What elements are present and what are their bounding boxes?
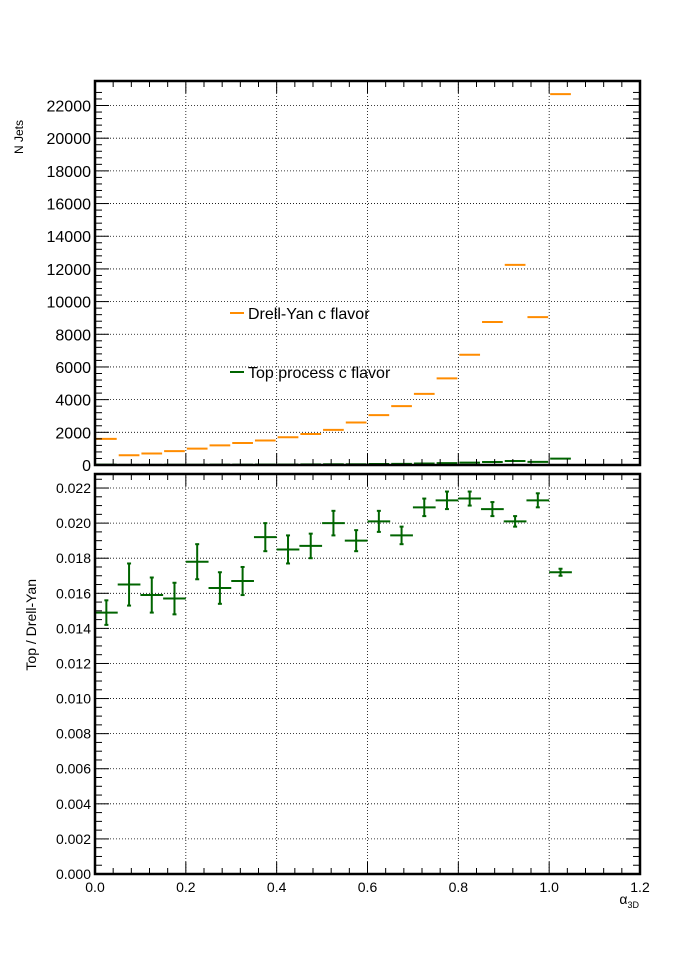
bottom-ylabel: Top / Drell-Yan xyxy=(23,579,39,671)
bottom-y-tick-label: 0.000 xyxy=(56,866,91,882)
legend-label-top: Top process c flavor xyxy=(248,365,391,382)
x-tick-label: 0.0 xyxy=(85,879,105,895)
top-panel: 0 2000 4000 6000 8000 10000 12000 14000 16000 180… xyxy=(12,79,642,475)
x-tick-label: 0.8 xyxy=(449,879,469,895)
bottom-y-tick-label: 0.002 xyxy=(56,831,91,847)
bottom-y-tick-label: 0.012 xyxy=(56,655,91,671)
x-axis-title-alpha: α xyxy=(619,891,627,907)
bottom-y-tick-label: 0.008 xyxy=(56,726,91,742)
top-axes: 0 2000 4000 6000 8000 10000 12000 14000 16000 180… xyxy=(47,79,642,475)
top-data xyxy=(96,93,571,466)
bottom-y-tick-label: 0.010 xyxy=(56,691,91,707)
top-y-tick-label: 6000 xyxy=(55,360,91,377)
bottom-panel: 0.0 0.2 0.4 0.6 0.8 1.0 1.2 0.000 0.002 0.004 0.00… xyxy=(23,472,650,910)
top-ylabel: N Jets xyxy=(12,120,26,154)
bottom-y-tick-label: 0.016 xyxy=(56,585,91,601)
bottom-grid xyxy=(95,474,640,874)
x-tick-label: 1.2 xyxy=(630,879,650,895)
top-y-tick-label: 18000 xyxy=(47,164,92,181)
top-y-tick-label: 20000 xyxy=(47,131,92,148)
top-y-tick-label: 8000 xyxy=(55,327,91,344)
x-tick-label: 1.0 xyxy=(539,879,559,895)
top-y-tick-label: 0 xyxy=(82,458,91,475)
legend-label-drell-yan: Drell-Yan c flavor xyxy=(248,306,370,323)
legend: Drell-Yan c flavor Top process c flavor xyxy=(230,306,391,382)
x-tick-label: 0.2 xyxy=(176,879,196,895)
bottom-y-tick-label: 0.006 xyxy=(56,761,91,777)
top-y-tick-label: 22000 xyxy=(47,99,92,116)
x-axis-title: α3D xyxy=(619,891,639,910)
x-axis-title-subscript: 3D xyxy=(627,900,639,910)
top-y-tick-label: 4000 xyxy=(55,393,91,410)
bottom-y-tick-label: 0.018 xyxy=(56,550,91,566)
bottom-y-tick-label: 0.020 xyxy=(56,515,91,531)
top-y-tick-label: 14000 xyxy=(47,229,92,246)
top-y-tick-label: 10000 xyxy=(47,295,92,312)
top-y-tick-label: 12000 xyxy=(47,262,92,279)
x-tick-label: 0.6 xyxy=(358,879,378,895)
bottom-y-tick-label: 0.014 xyxy=(56,620,91,636)
bottom-y-tick-label: 0.022 xyxy=(56,480,91,496)
bottom-axes: 0.0 0.2 0.4 0.6 0.8 1.0 1.2 0.000 0.002 0.004 0.00… xyxy=(56,472,650,895)
top-grid xyxy=(95,81,640,465)
top-y-tick-label: 2000 xyxy=(55,425,91,442)
x-tick-label: 0.4 xyxy=(267,879,287,895)
bottom-data xyxy=(95,490,572,626)
top-y-tick-label: 16000 xyxy=(47,197,92,214)
bottom-y-tick-label: 0.004 xyxy=(56,796,91,812)
